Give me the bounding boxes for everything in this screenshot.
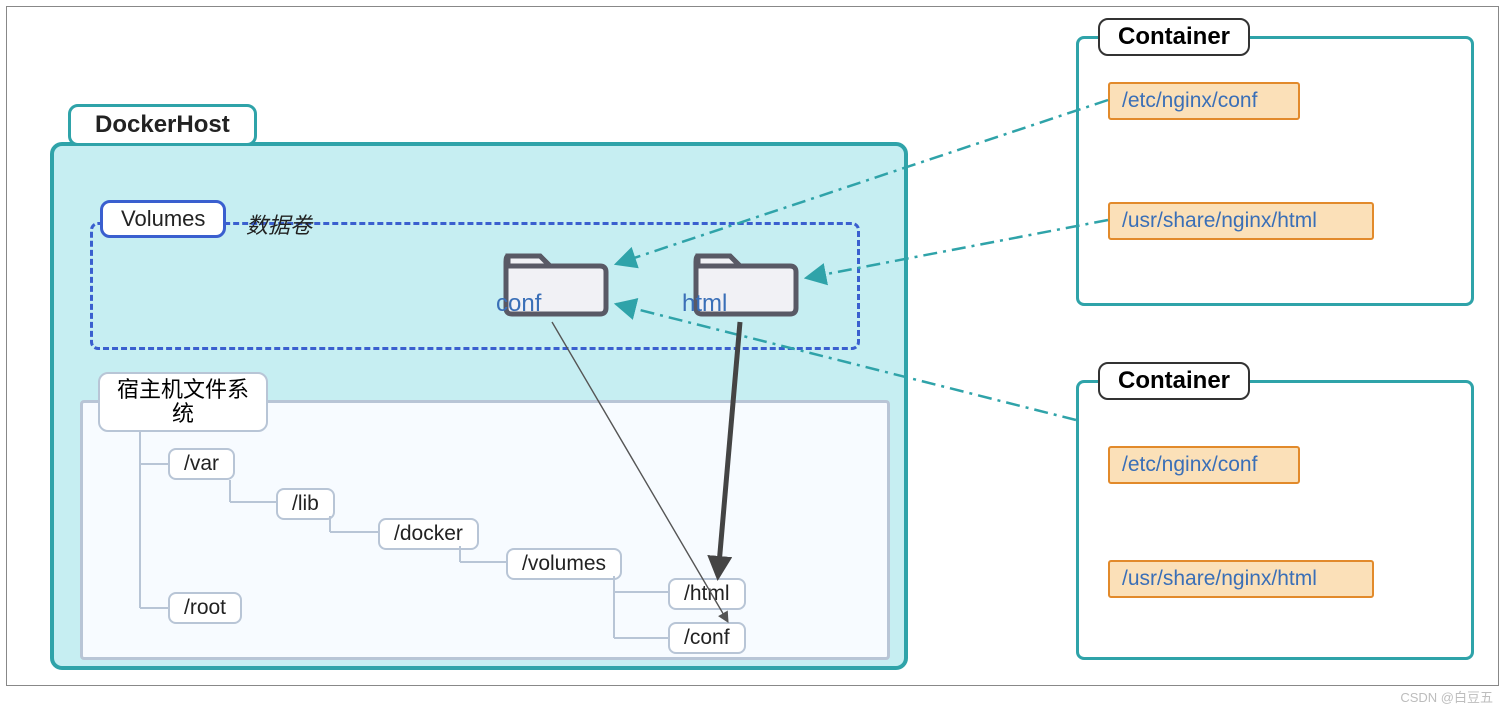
container-box-1: [1076, 380, 1474, 660]
fs-node-docker: /docker: [378, 518, 479, 550]
container-title-1: Container: [1098, 362, 1250, 400]
fs-node-conf: /conf: [668, 622, 746, 654]
diagram-canvas: DockerHost Volumes 数据卷 conf html 宿主机文件系统…: [0, 0, 1505, 710]
volumes-caption: 数据卷: [246, 208, 312, 240]
fs-node-root: /root: [168, 592, 242, 624]
dockerhost-title: DockerHost: [68, 104, 257, 146]
container-1-path-1: /usr/share/nginx/html: [1108, 560, 1374, 598]
fs-node-var: /var: [168, 448, 235, 480]
folder-conf-label: conf: [496, 290, 541, 318]
container-0-path-1: /usr/share/nginx/html: [1108, 202, 1374, 240]
fs-node-lib: /lib: [276, 488, 335, 520]
fs-node-html: /html: [668, 578, 746, 610]
container-box-0: [1076, 36, 1474, 306]
container-0-path-0: /etc/nginx/conf: [1108, 82, 1300, 120]
volumes-title: Volumes: [100, 200, 226, 238]
container-1-path-0: /etc/nginx/conf: [1108, 446, 1300, 484]
watermark: CSDN @白豆五: [1400, 687, 1493, 706]
folder-html-label: html: [682, 290, 727, 318]
container-title-0: Container: [1098, 18, 1250, 56]
filesystem-title: 宿主机文件系统: [98, 372, 268, 432]
fs-node-volumes: /volumes: [506, 548, 622, 580]
